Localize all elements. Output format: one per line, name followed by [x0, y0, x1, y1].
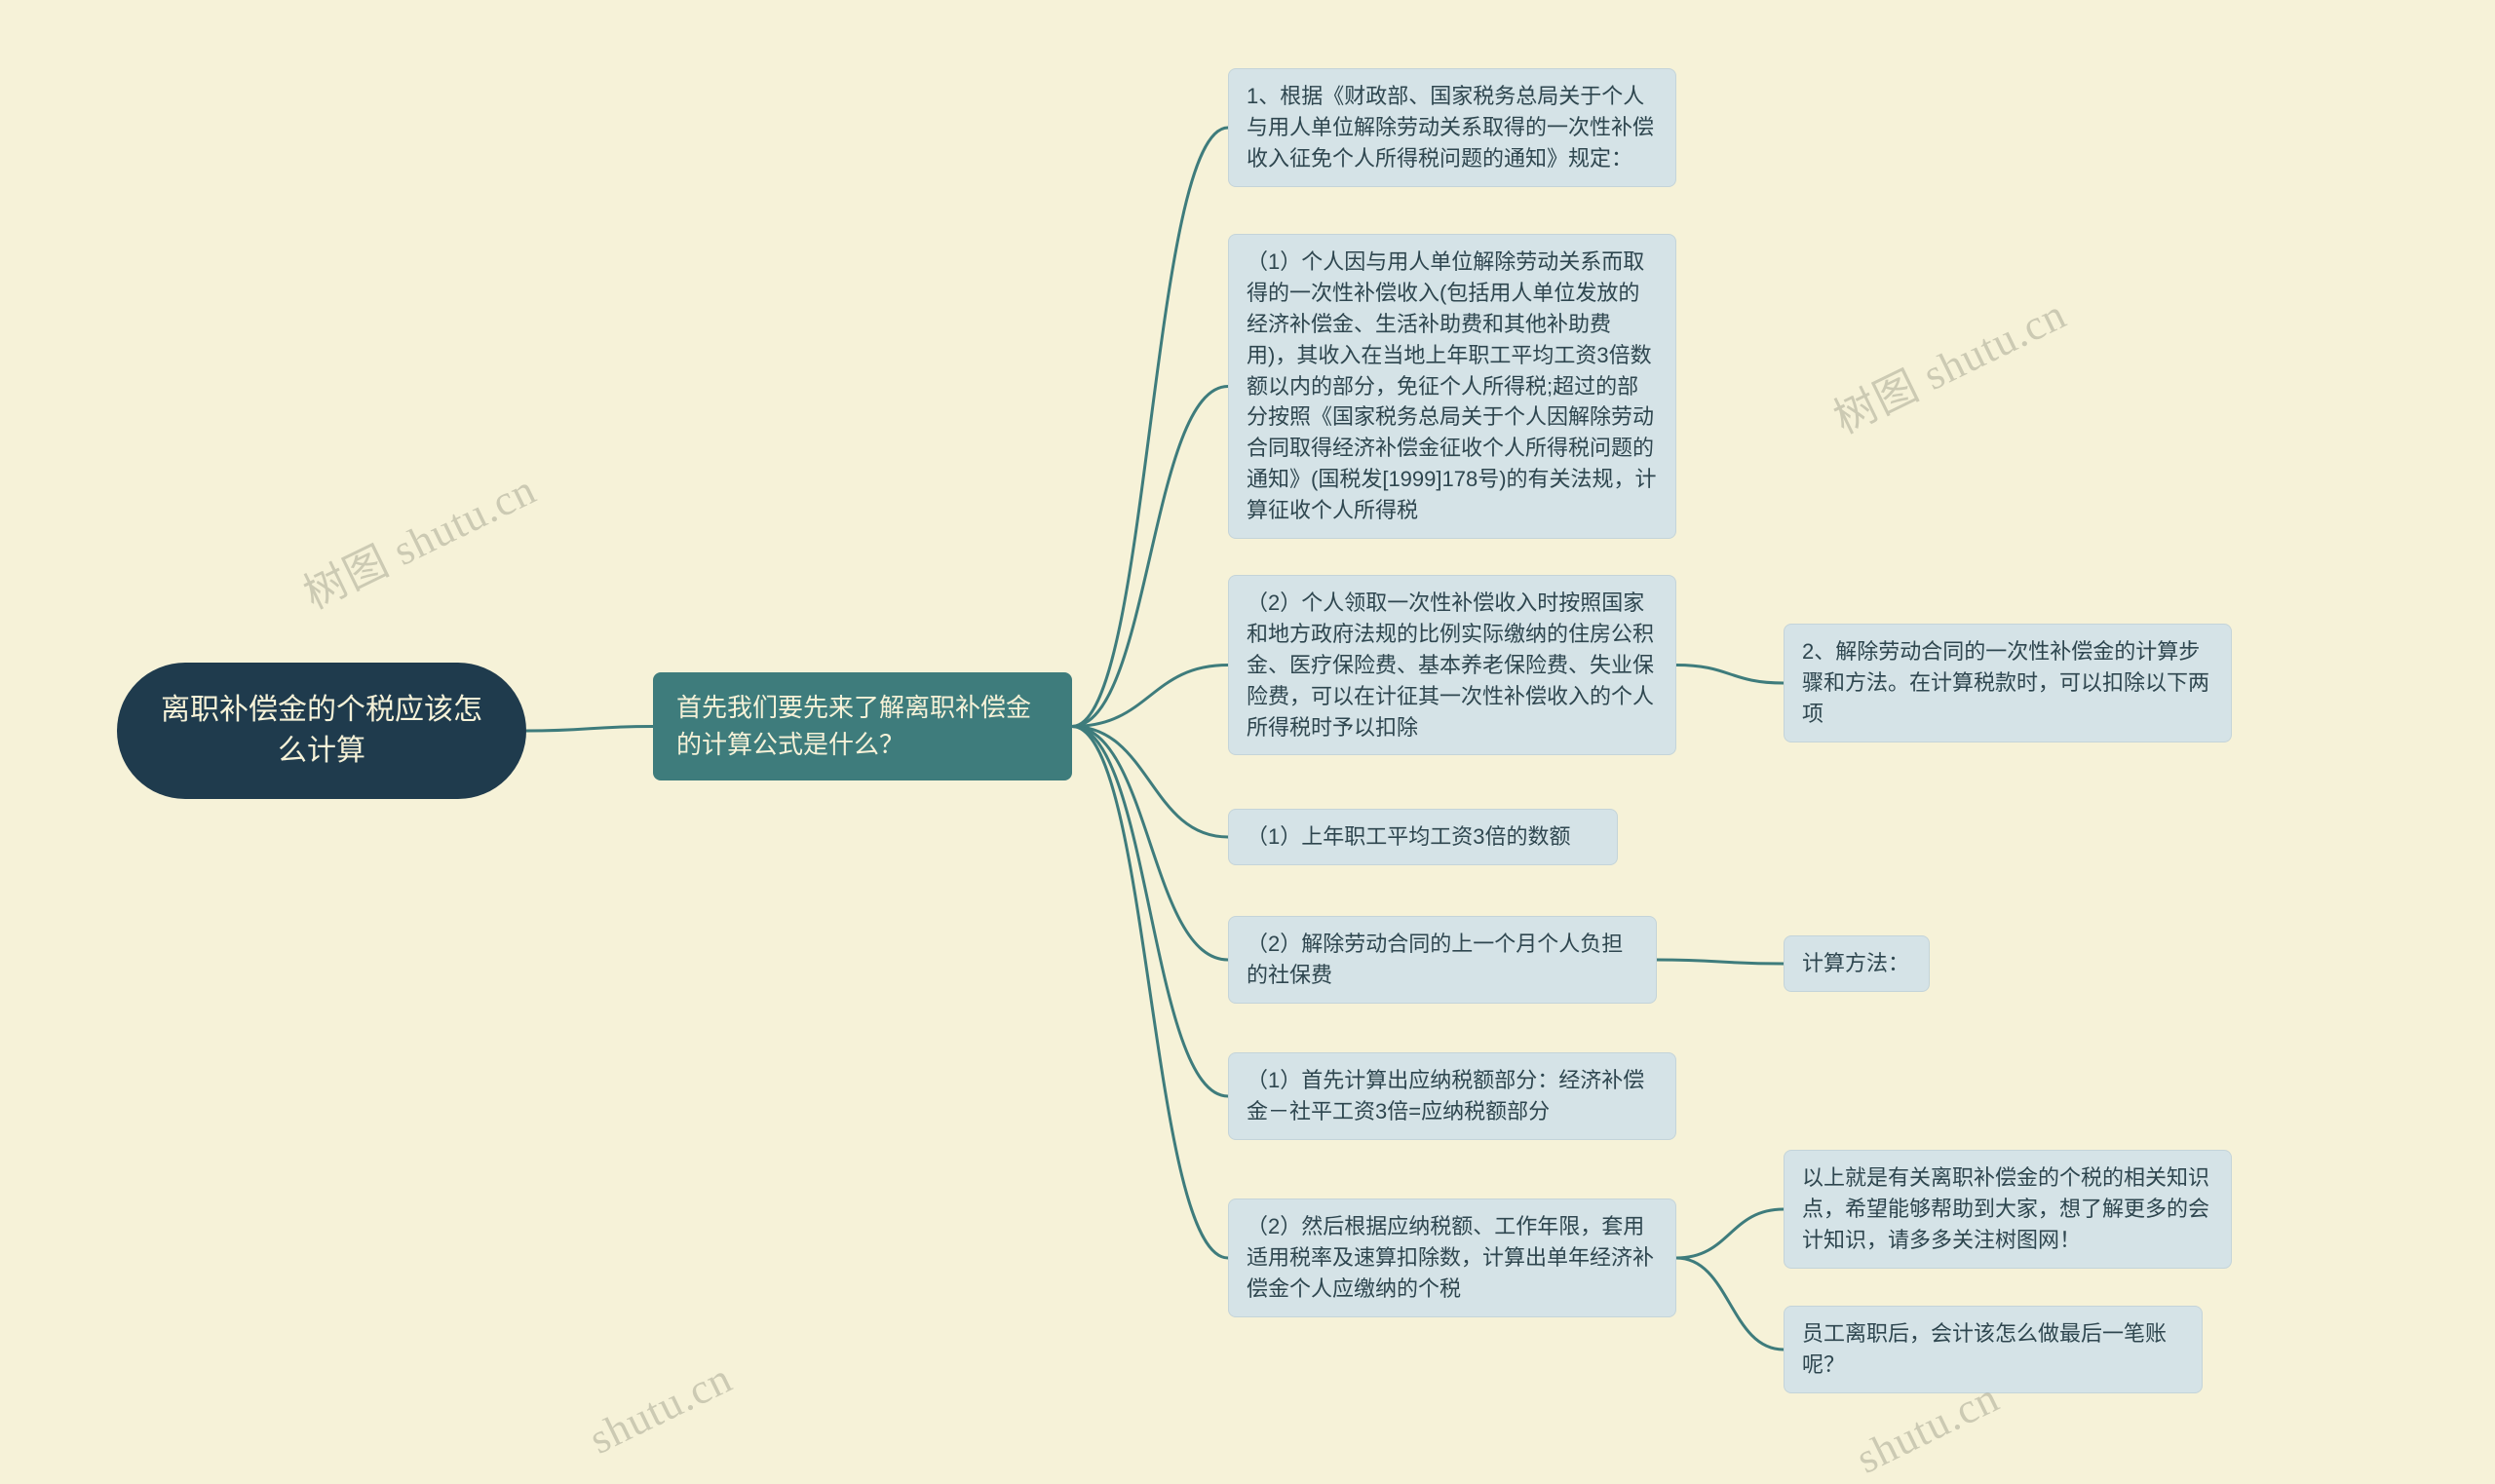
node-d7b: 员工离职后，会计该怎么做最后一笔账呢？ [1784, 1306, 2203, 1393]
watermark: 树图 shutu.cn [1822, 280, 2075, 446]
node-c1: 1、根据《财政部、国家税务总局关于个人与用人单位解除劳动关系取得的一次性补偿收入… [1228, 68, 1676, 187]
node-c6: （1）首先计算出应纳税额部分：经济补偿金－社平工资3倍=应纳税额部分 [1228, 1052, 1676, 1140]
node-d7a: 以上就是有关离职补偿金的个税的相关知识点，希望能够帮助到大家，想了解更多的会计知… [1784, 1150, 2232, 1269]
watermark: 树图 shutu.cn [291, 455, 545, 622]
node-c7: （2）然后根据应纳税额、工作年限，套用适用税率及速算扣除数，计算出单年经济补偿金… [1228, 1199, 1676, 1317]
node-c2: （1）个人因与用人单位解除劳动关系而取得的一次性补偿收入(包括用人单位发放的经济… [1228, 234, 1676, 539]
node-n1: 首先我们要先来了解离职补偿金的计算公式是什么？ [653, 672, 1072, 780]
node-root: 离职补偿金的个税应该怎么计算 [117, 663, 526, 799]
node-d5: 计算方法： [1784, 935, 1930, 992]
node-c4: （1）上年职工平均工资3倍的数额 [1228, 809, 1618, 865]
node-c5: （2）解除劳动合同的上一个月个人负担的社保费 [1228, 916, 1657, 1004]
mindmap-canvas: 离职补偿金的个税应该怎么计算 首先我们要先来了解离职补偿金的计算公式是什么？ 1、根… [0, 0, 2495, 1484]
node-c3: （2）个人领取一次性补偿收入时按照国家和地方政府法规的比例实际缴纳的住房公积金、… [1228, 575, 1676, 755]
node-d3: 2、解除劳动合同的一次性补偿金的计算步骤和方法。在计算税款时，可以扣除以下两项 [1784, 624, 2232, 742]
watermark: shutu.cn [582, 1352, 740, 1464]
